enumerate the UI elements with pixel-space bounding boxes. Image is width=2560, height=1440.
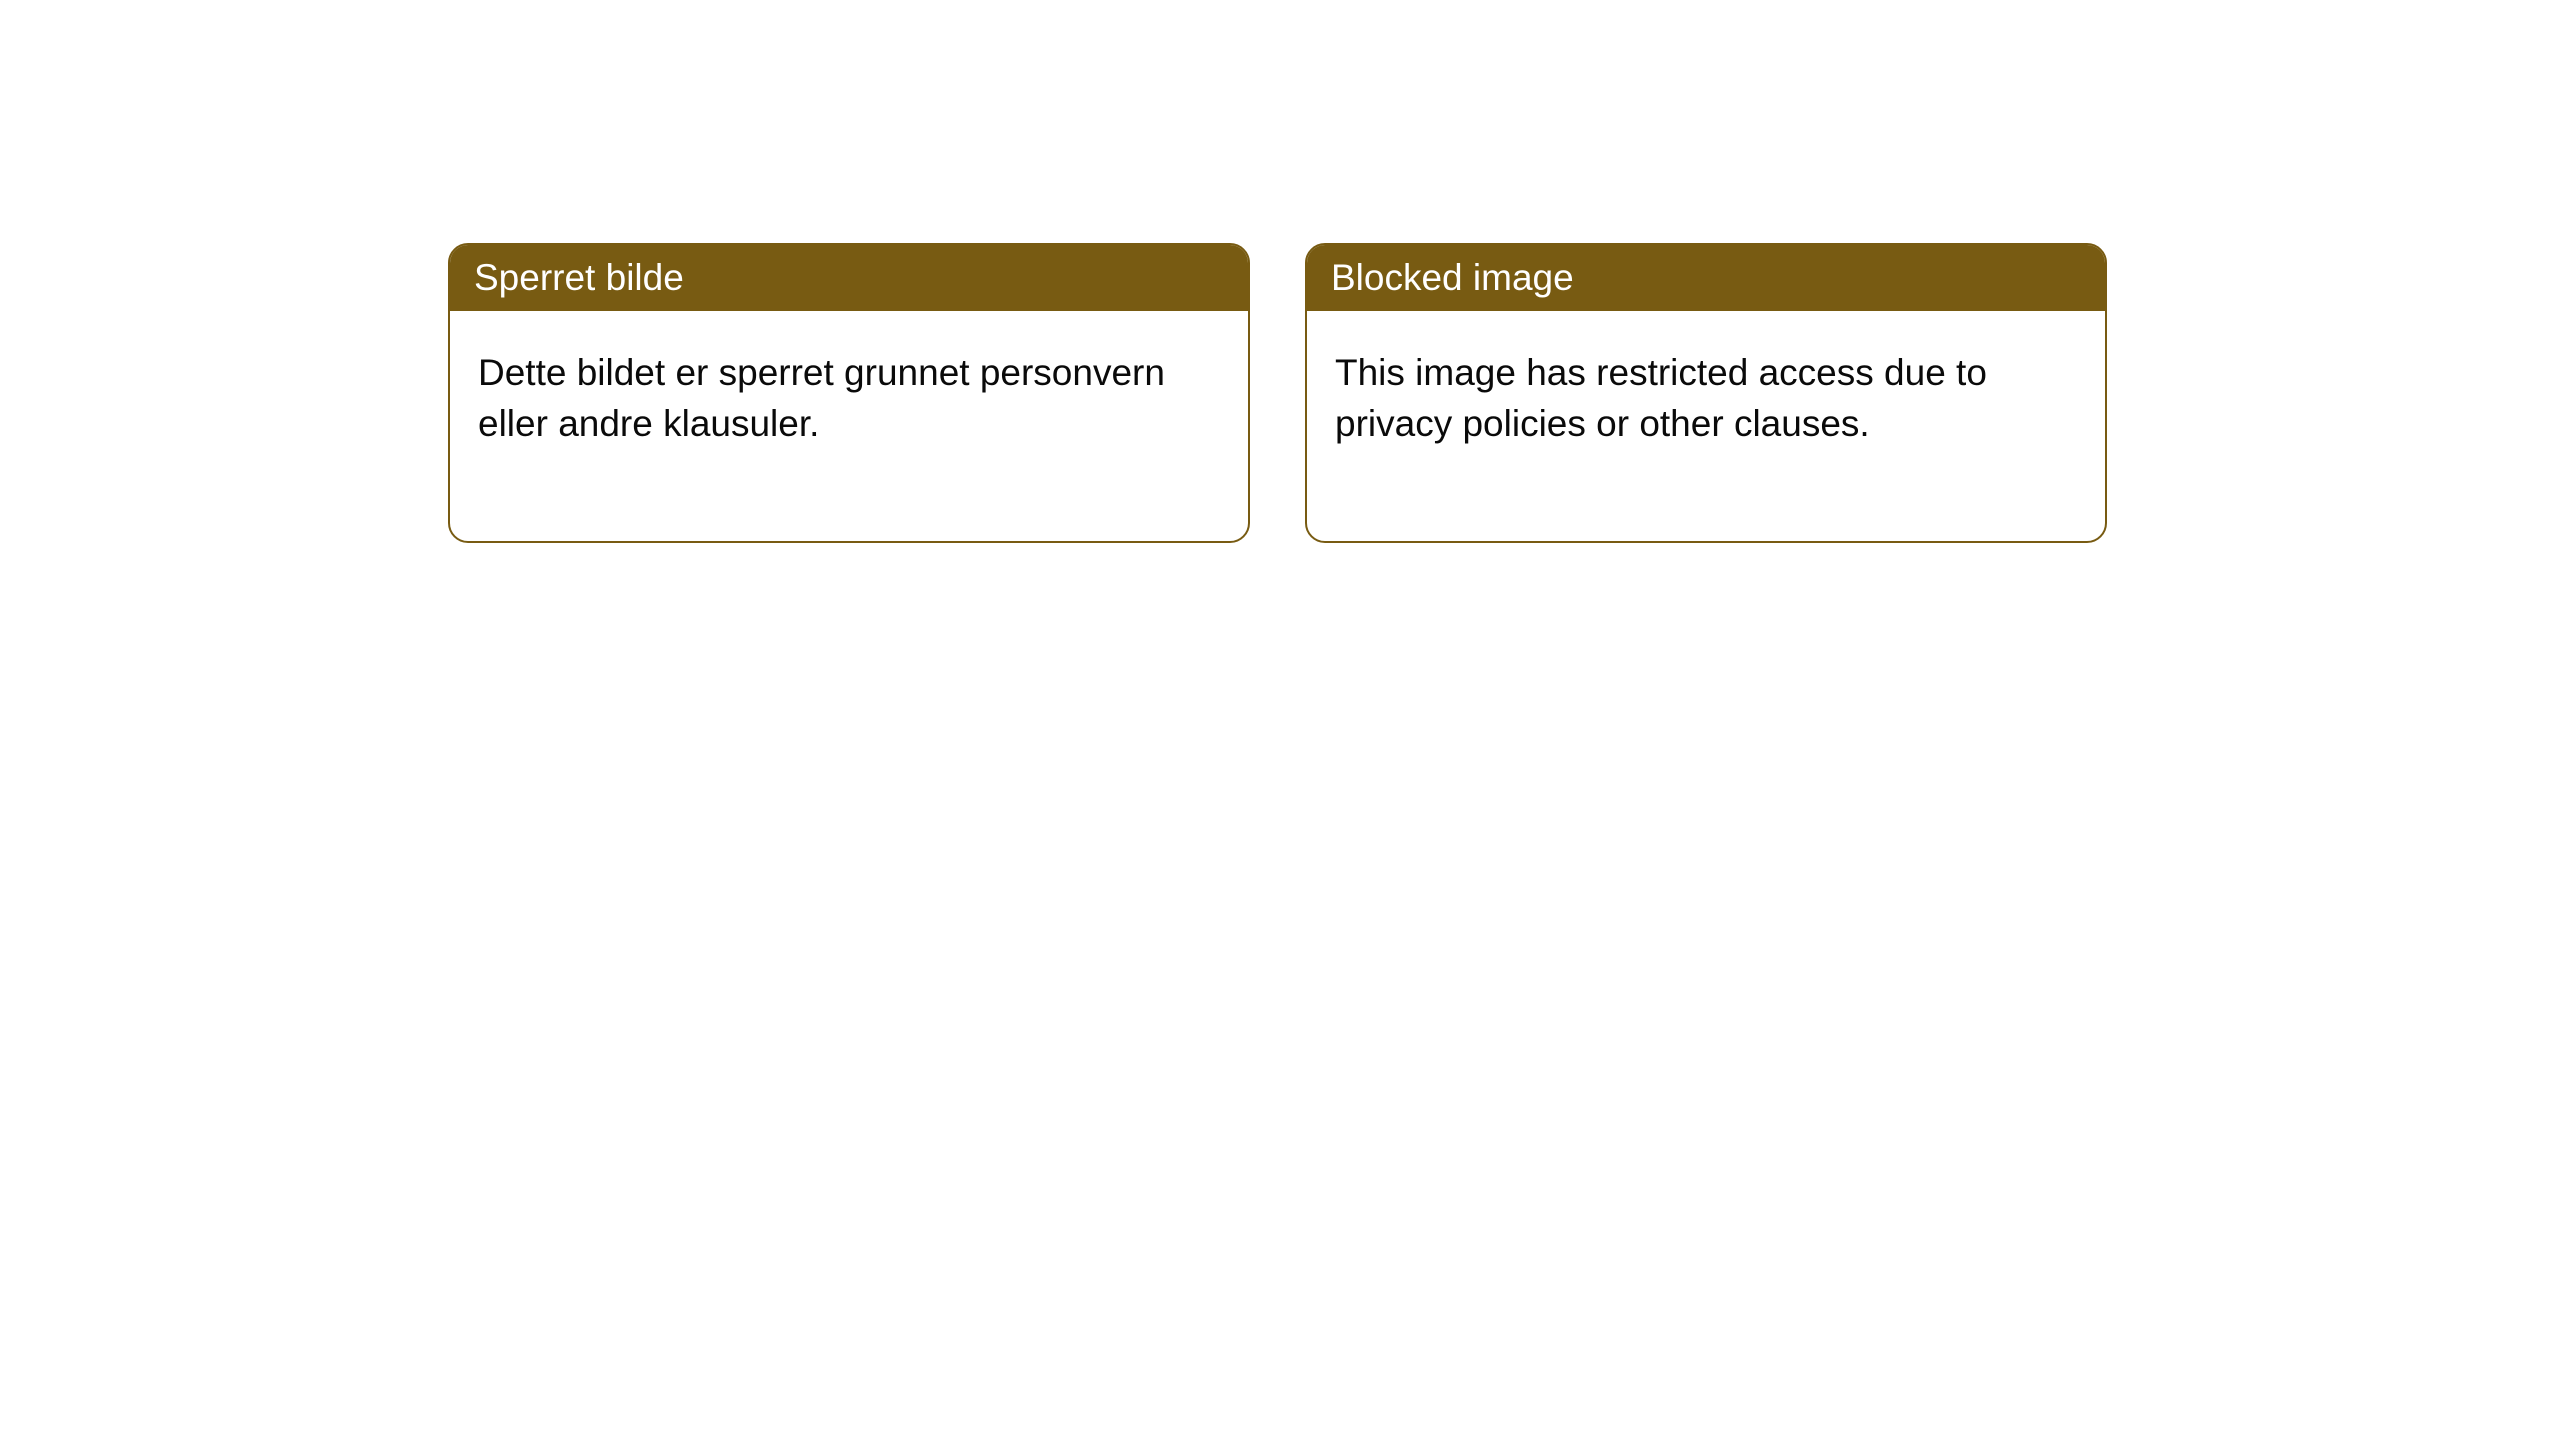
card-body-text: This image has restricted access due to …: [1335, 352, 1987, 444]
card-body-text: Dette bildet er sperret grunnet personve…: [478, 352, 1165, 444]
card-title: Sperret bilde: [474, 257, 684, 298]
card-header: Blocked image: [1307, 245, 2105, 311]
card-title: Blocked image: [1331, 257, 1574, 298]
card-body: Dette bildet er sperret grunnet personve…: [450, 311, 1248, 541]
blocked-image-card-en: Blocked image This image has restricted …: [1305, 243, 2107, 543]
card-header: Sperret bilde: [450, 245, 1248, 311]
blocked-image-card-no: Sperret bilde Dette bildet er sperret gr…: [448, 243, 1250, 543]
card-body: This image has restricted access due to …: [1307, 311, 2105, 541]
notice-cards-row: Sperret bilde Dette bildet er sperret gr…: [448, 243, 2560, 543]
